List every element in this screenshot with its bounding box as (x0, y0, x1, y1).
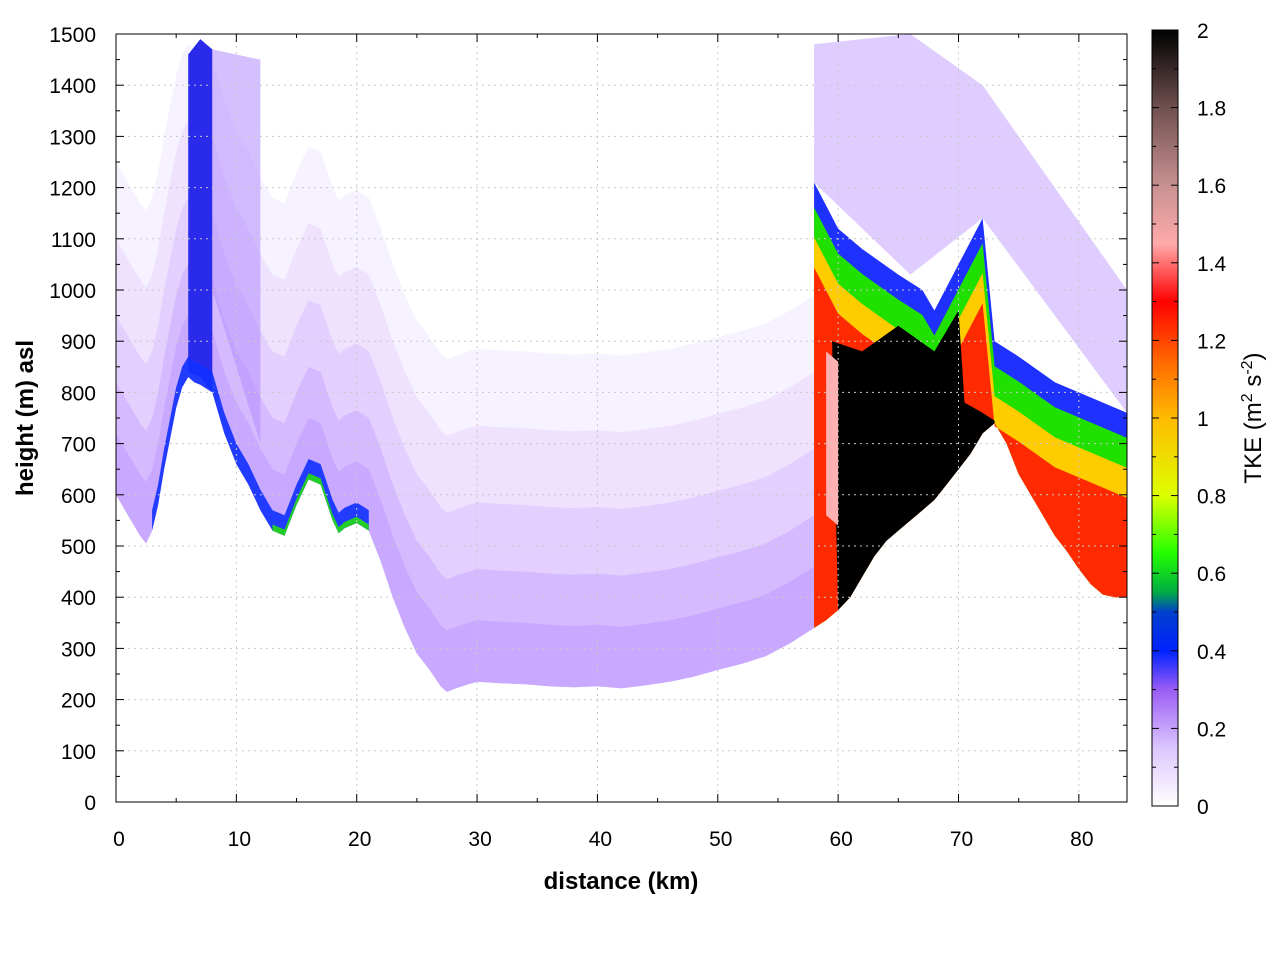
y-tick-label: 1100 (51, 229, 96, 252)
y-tick-label: 900 (61, 331, 96, 354)
y-tick-label: 200 (61, 690, 96, 713)
x-axis-title: distance (km) (544, 868, 699, 895)
colorbar-tick-label: 0.8 (1197, 486, 1226, 509)
tke-band-low (116, 264, 815, 692)
colorbar-title-main: TKE (m (1240, 402, 1267, 483)
colorbar-title-end: ) (1240, 352, 1267, 360)
x-tick-label: 80 (1070, 828, 1093, 851)
x-tick-label: 20 (348, 828, 371, 851)
y-tick-label: 600 (61, 485, 96, 508)
colorbar-tick-label: 1.8 (1197, 98, 1226, 121)
y-tick-label: 1300 (49, 126, 96, 149)
y-axis: 0 100 200 300 400 500 600 700 800 900 1000 1100 1200… (49, 24, 1127, 815)
tke-core (832, 310, 995, 610)
x-tick-label: 50 (709, 828, 732, 851)
y-tick-label: 1500 (49, 24, 96, 47)
colorbar-title-mid: s (1240, 375, 1267, 394)
x-tick-label: 60 (829, 828, 852, 851)
colorbar-tick-label: 1.6 (1197, 175, 1226, 198)
x-tick-label: 70 (950, 828, 973, 851)
tke-band-low (116, 315, 815, 692)
colorbar-tick-label: 0.6 (1197, 563, 1226, 586)
tke-core-edge (826, 351, 839, 526)
colorbar: 00.20.40.60.811.21.41.61.82 TKE (m2 s-2) (1151, 20, 1267, 819)
colorbar-tick-label: 0.4 (1197, 641, 1227, 664)
tke-field (116, 34, 1127, 692)
colorbar-title-sup2: -2 (1239, 360, 1256, 374)
y-tick-label: 1000 (49, 280, 96, 303)
y-tick-label: 400 (61, 587, 96, 610)
colorbar-tick-label: 2 (1197, 20, 1209, 43)
colorbar-ticks: 0 0.2 0.4 0.6 0.8 1 1.2 1.4 1.6 1.8 2 (1152, 20, 1227, 819)
tke-strong-fade (814, 34, 1127, 413)
colorbar-tick-label: 0.2 (1197, 718, 1226, 741)
x-tick-label: 30 (468, 828, 491, 851)
colorbar-title-sup1: 2 (1239, 393, 1256, 402)
y-tick-label: 1400 (49, 75, 96, 98)
grid-lines (116, 34, 1127, 802)
tke-column-ridge (188, 39, 213, 393)
y-tick-label: 300 (61, 638, 96, 661)
x-axis: 0 10 20 30 40 50 60 70 80 (113, 34, 1094, 851)
colorbar-tick-label: 1.2 (1197, 330, 1226, 353)
colorbar-tick-label: 1 (1197, 408, 1209, 431)
tke-column-fade (212, 49, 261, 444)
tke-band-low (116, 197, 815, 692)
colorbar-tick-label: 1.4 (1197, 253, 1227, 276)
colorbar-title: TKE (m2 s-2) (1239, 352, 1267, 483)
y-tick-label: 100 (61, 741, 96, 764)
y-tick-label: 800 (61, 382, 96, 405)
y-tick-label: 700 (61, 434, 96, 457)
plot-area: 0 10 20 30 40 50 60 70 80 0 100 200 300 400 500 600 700… (49, 24, 1128, 851)
colorbar-tick-label: 0 (1197, 796, 1209, 819)
y-tick-label: 500 (61, 536, 96, 559)
y-tick-label: 1200 (49, 178, 96, 201)
x-tick-label: 0 (113, 828, 125, 851)
tke-hill-layer (152, 356, 369, 536)
x-tick-label: 10 (228, 828, 251, 851)
x-tick-label: 40 (589, 828, 612, 851)
y-tick-label: 0 (84, 792, 96, 815)
tke-hill-green (272, 473, 369, 536)
y-axis-title: height (m) asl (12, 340, 39, 496)
